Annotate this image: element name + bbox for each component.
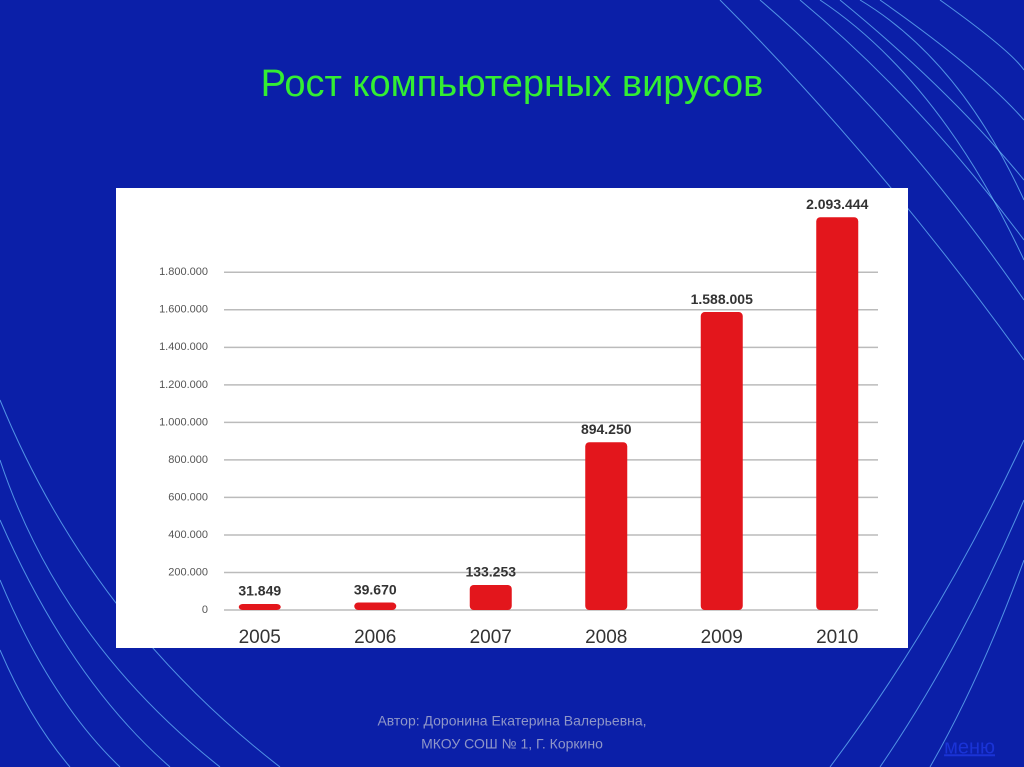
value-label: 133.253 [465,564,516,580]
x-tick-label: 2005 [239,627,281,648]
footer-author: Автор: Доронина Екатерина Валерьевна, [377,713,646,729]
slide-title: Рост компьютерных вирусов [261,63,764,105]
x-tick-label: 2007 [470,627,512,648]
y-tick-label: 1.000.000 [159,416,208,428]
bar [700,312,743,610]
y-tick-label: 200.000 [168,566,208,578]
y-tick-label: 1.400.000 [159,341,208,353]
footer-school: МКОУ СОШ № 1, Г. Коркино [421,736,603,752]
x-tick-label: 2009 [701,627,743,648]
bar [816,217,859,610]
value-label: 39.670 [354,581,397,597]
y-tick-label: 1.800.000 [159,266,208,278]
menu-link[interactable]: меню [944,736,995,758]
y-tick-label: 1.600.000 [159,304,208,316]
y-tick-label: 800.000 [168,454,208,466]
bar [238,604,281,610]
bar [469,584,512,610]
value-label: 31.849 [238,583,281,599]
value-label: 894.250 [581,421,632,437]
bar [354,602,397,610]
y-tick-label: 1.200.000 [159,379,208,391]
bar [585,442,628,610]
x-tick-label: 2010 [816,627,858,648]
y-tick-label: 0 [202,604,208,616]
y-tick-label: 600.000 [168,491,208,503]
chart-panel [116,188,908,648]
x-tick-label: 2006 [354,627,396,648]
value-label: 1.588.005 [691,291,753,307]
x-tick-label: 2008 [585,627,627,648]
value-label: 2.093.444 [806,196,868,212]
y-tick-label: 400.000 [168,529,208,541]
